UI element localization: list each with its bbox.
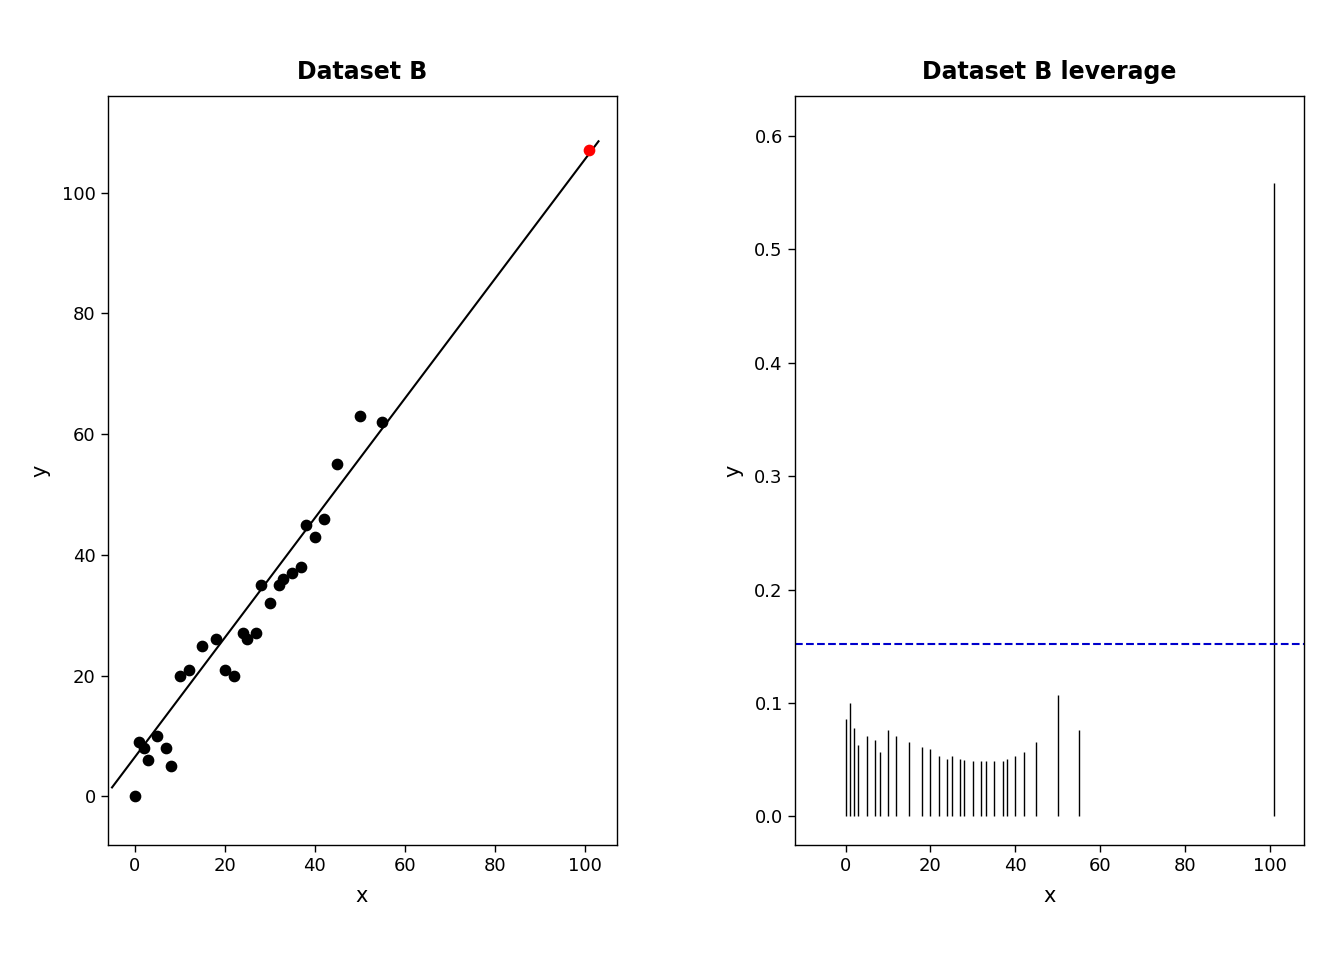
Point — [156, 740, 177, 756]
Point — [146, 729, 168, 744]
Point — [579, 143, 601, 158]
Title: Dataset B leverage: Dataset B leverage — [922, 60, 1176, 84]
Point — [233, 626, 254, 641]
Point — [177, 662, 199, 678]
Point — [294, 517, 316, 533]
Point — [204, 632, 226, 647]
Point — [191, 637, 212, 653]
Point — [124, 789, 145, 804]
Point — [313, 511, 335, 526]
Y-axis label: y: y — [723, 465, 743, 476]
Point — [290, 560, 312, 575]
Point — [223, 668, 245, 684]
Point — [349, 408, 371, 423]
X-axis label: x: x — [356, 886, 368, 905]
Point — [133, 740, 155, 756]
X-axis label: x: x — [1043, 886, 1055, 905]
Point — [259, 595, 281, 611]
Title: Dataset B: Dataset B — [297, 60, 427, 84]
Point — [237, 632, 258, 647]
Point — [128, 734, 149, 750]
Point — [246, 626, 267, 641]
Point — [304, 529, 325, 544]
Point — [160, 758, 181, 774]
Point — [371, 415, 392, 430]
Point — [169, 668, 191, 684]
Point — [267, 578, 289, 593]
Point — [137, 753, 159, 768]
Point — [273, 571, 294, 587]
Point — [250, 578, 271, 593]
Point — [327, 457, 348, 472]
Point — [281, 565, 302, 581]
Y-axis label: y: y — [31, 465, 51, 476]
Point — [214, 662, 235, 678]
